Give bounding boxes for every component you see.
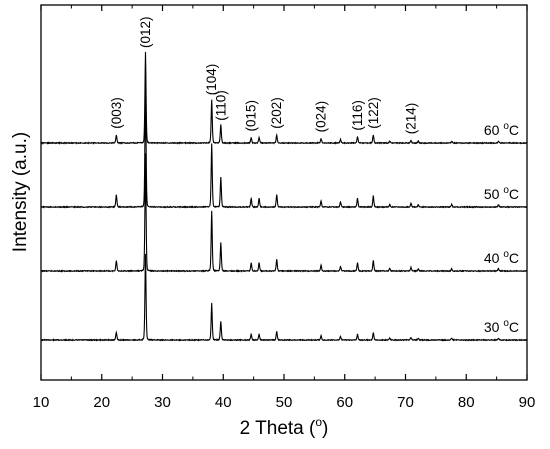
trace-0	[40, 253, 528, 342]
trace-1	[40, 153, 528, 273]
peak-label-110: (110)	[213, 90, 228, 121]
series-label-1: 40 oC	[484, 249, 519, 266]
x-tick-label-70: 70	[397, 394, 414, 411]
peak-label-214: (214)	[404, 103, 419, 135]
x-tick-label-20: 20	[93, 394, 110, 411]
series-labels: 30 oC 40 oC 50 oC 60 oC	[484, 121, 519, 335]
peak-labels: (003) (012) (104)(110) (015) (202) (024) (116)…	[109, 16, 419, 134]
series-label-2: 50 oC	[484, 185, 519, 202]
peak-label-015: (015)	[244, 100, 259, 132]
peak-label-012: (012)	[138, 16, 153, 48]
x-tick-label-60: 60	[336, 394, 353, 411]
peak-label-024: (024)	[314, 101, 329, 133]
peak-label-122: (122)	[366, 97, 381, 129]
x-axis-ticks	[40, 5, 528, 380]
x-tick-label-30: 30	[154, 394, 171, 411]
plot-frame	[40, 4, 528, 381]
peak-label-116: (116)	[350, 100, 365, 131]
x-tick-label-10: 10	[33, 394, 50, 411]
x-axis-tick-labels: 10 20 30 40 50 60 70 80 90	[33, 394, 536, 411]
x-tick-label-90: 90	[519, 394, 536, 411]
peak-label-003: (003)	[109, 97, 124, 129]
series-label-0: 30 oC	[484, 318, 519, 335]
x-tick-label-40: 40	[215, 394, 232, 411]
trace-3	[40, 51, 528, 145]
y-axis-title: Intensity (a.u.)	[10, 132, 31, 252]
trace-2	[40, 81, 528, 209]
peak-label-202: (202)	[269, 97, 284, 129]
x-tick-label-80: 80	[458, 394, 475, 411]
peak-label-104: (104)	[204, 64, 219, 96]
diffraction-traces	[40, 51, 528, 342]
x-axis-title: 2 Theta (o)	[240, 415, 329, 439]
x-tick-label-50: 50	[276, 394, 293, 411]
series-label-3: 60 oC	[484, 121, 519, 138]
